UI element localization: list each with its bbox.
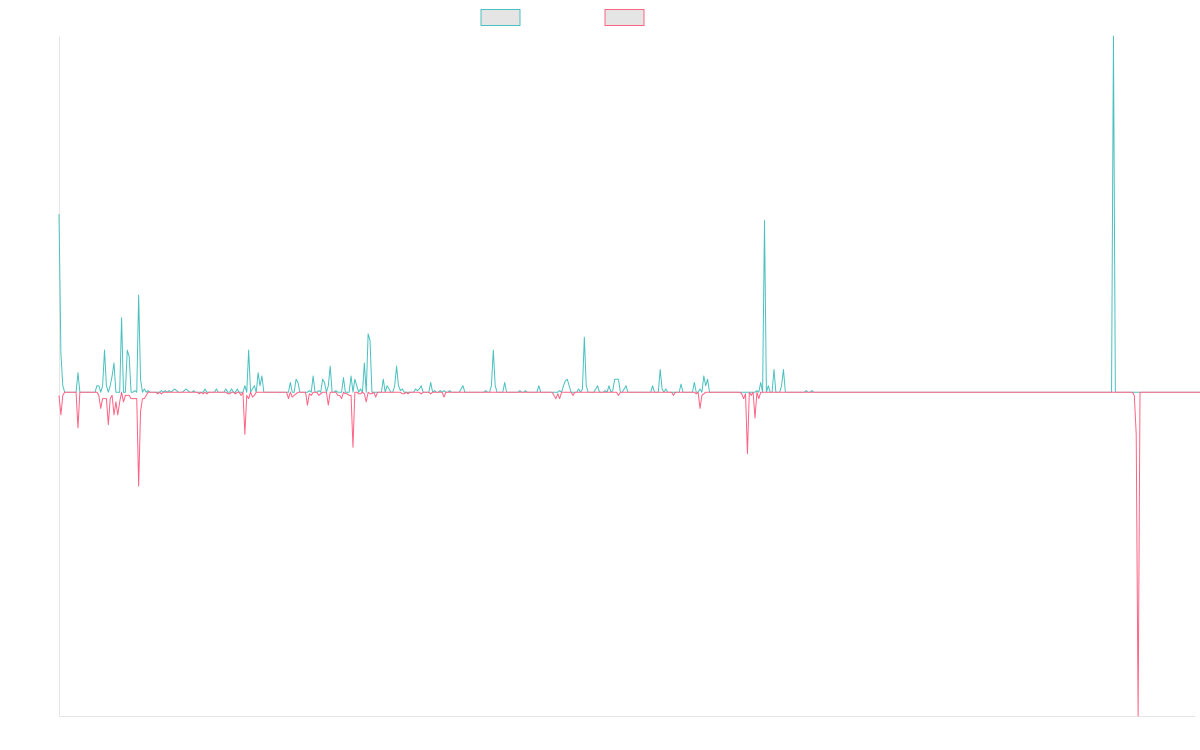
series-line-2 — [58, 391, 1200, 717]
legend-swatch-2[interactable] — [604, 9, 645, 26]
legend — [480, 9, 645, 26]
series-line-1 — [58, 35, 1200, 393]
series-layer — [58, 35, 1200, 717]
legend-swatch-1[interactable] — [480, 9, 521, 26]
